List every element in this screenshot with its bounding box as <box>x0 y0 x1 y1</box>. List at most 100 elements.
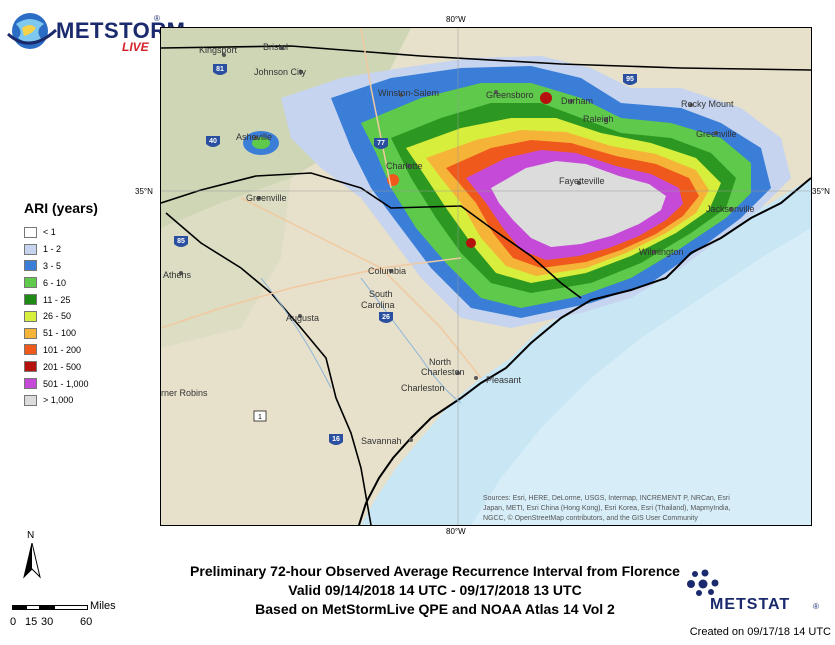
place-pleasant: Pleasant <box>486 375 522 385</box>
legend-item: 501 - 1,000 <box>24 375 154 392</box>
legend-label: 1 - 2 <box>43 244 62 255</box>
legend-items: < 1 1 - 2 3 - 5 6 - 10 11 - 25 26 - 50 51 - 10… <box>24 224 154 409</box>
sources-line-2: Japan, METI, Esri China (Hong Kong), Esr… <box>483 505 730 512</box>
ari-legend: ARI (years) < 1 1 - 2 3 - 5 6 - 10 11 - 25 26… <box>24 200 154 409</box>
legend-item: 101 - 200 <box>24 342 154 359</box>
created-timestamp: Created on 09/17/18 14 UTC <box>689 626 831 638</box>
place-johnson-city: Johnson City <box>254 67 307 77</box>
legend-label: 101 - 200 <box>43 344 82 355</box>
legend-swatch <box>24 394 37 406</box>
legend-item: 3 - 5 <box>24 258 154 275</box>
sources-line-3: NGCC, © OpenStreetMap contributors, and … <box>483 514 698 522</box>
svg-text:40: 40 <box>209 138 217 145</box>
top-longitude-label: 80°W <box>446 15 466 24</box>
scale-tick: 0 <box>10 616 17 628</box>
legend-label: 11 - 25 <box>43 294 71 305</box>
place-durham: Durham <box>561 96 593 106</box>
metstat-dots-icon <box>687 569 719 596</box>
scale-segment-1 <box>12 605 26 610</box>
place-carolina: Carolina <box>361 300 395 310</box>
map-canvas: Kingsport Bristol Johnson City Winston-S… <box>161 28 811 525</box>
legend-item: 11 - 25 <box>24 291 154 308</box>
svg-text:1: 1 <box>258 414 262 421</box>
scale-segment-3 <box>40 605 54 610</box>
place-jacksonville: Jacksonville <box>706 204 755 214</box>
metstorm-live-logo: METSTORM ® LIVE <box>4 8 185 54</box>
interstate-81-shield: 81 <box>213 64 227 75</box>
place-asheville: Asheville <box>236 132 272 142</box>
scale-tick: 30 <box>41 616 54 628</box>
scale-segment-4 <box>54 605 88 610</box>
place-greensboro: Greensboro <box>486 90 534 100</box>
place-rocky-mount: Rocky Mount <box>681 99 734 109</box>
caption-line-1: Preliminary 72-hour Observed Average Rec… <box>190 563 680 579</box>
scale-tick: 15 <box>25 616 38 628</box>
right-latitude-label: 35°N <box>812 187 830 196</box>
legend-label: > 1,000 <box>43 395 74 406</box>
interstate-26-shield: 26 <box>379 312 393 323</box>
legend-item: 6 - 10 <box>24 274 154 291</box>
interstate-77-shield: 77 <box>374 138 388 149</box>
legend-swatch <box>24 260 37 272</box>
legend-swatch <box>24 344 37 356</box>
place-winston-salem: Winston-Salem <box>378 88 439 98</box>
svg-text:81: 81 <box>216 66 224 73</box>
legend-swatch <box>24 327 37 339</box>
map-caption: Preliminary 72-hour Observed Average Rec… <box>60 562 810 619</box>
legend-swatch <box>24 277 37 289</box>
place-south: South <box>369 289 393 299</box>
scale-unit: Miles <box>90 600 116 612</box>
legend-label: 51 - 100 <box>43 328 77 339</box>
legend-swatch <box>24 226 37 238</box>
metstat-logo: METSTAT ® <box>685 568 825 618</box>
legend-label: 3 - 5 <box>43 260 62 271</box>
ari-map[interactable]: Kingsport Bristol Johnson City Winston-S… <box>160 27 812 526</box>
scale-segment-2 <box>26 605 40 610</box>
legend-swatch <box>24 378 37 390</box>
legend-swatch <box>24 243 37 255</box>
legend-item: 1 - 2 <box>24 241 154 258</box>
legend-label: 501 - 1,000 <box>43 378 89 389</box>
storm-globe-icon <box>6 13 58 49</box>
legend-swatch <box>24 361 37 373</box>
north-arrow-icon <box>23 543 41 579</box>
legend-label: 201 - 500 <box>43 361 82 372</box>
legend-label: 26 - 50 <box>43 311 72 322</box>
place-greenville-nc: Greenville <box>696 129 737 139</box>
legend-swatch <box>24 294 37 306</box>
place-wilmington: Wilmington <box>639 247 684 257</box>
legend-swatch <box>24 310 37 322</box>
interstate-16-shield: 16 <box>329 434 343 445</box>
scale-tick: 60 <box>80 616 93 628</box>
place-charlotte: Charlotte <box>386 161 423 171</box>
svg-text:16: 16 <box>332 436 340 443</box>
place-bristol: Bristol <box>263 42 288 52</box>
sources-line-1: Sources: Esri, HERE, DeLorme, USGS, Inte… <box>483 495 730 502</box>
place-athens: Athens <box>163 270 192 280</box>
place-savannah: Savannah <box>361 436 402 446</box>
interstate-40-shield: 40 <box>206 136 220 147</box>
place-columbia: Columbia <box>368 266 406 276</box>
metstat-wordmark: METSTAT <box>710 596 791 613</box>
svg-text:77: 77 <box>377 140 385 147</box>
legend-label: < 1 <box>43 227 56 238</box>
place-warner-robins: rner Robins <box>161 388 208 398</box>
metstat-registered: ® <box>813 602 819 611</box>
place-greenville-sc: Greenville <box>246 193 287 203</box>
left-latitude-label: 35°N <box>135 187 153 196</box>
legend-label: 6 - 10 <box>43 277 67 288</box>
svg-text:85: 85 <box>177 238 185 245</box>
place-charleston-north: Charleston <box>421 367 465 377</box>
legend-item: > 1,000 <box>24 392 154 409</box>
legend-title: ARI (years) <box>24 200 98 216</box>
us-route-1-shield: 1 <box>253 410 267 422</box>
place-north: North <box>429 357 451 367</box>
svg-text:26: 26 <box>382 314 390 321</box>
place-kingsport: Kingsport <box>199 45 238 55</box>
svg-text:95: 95 <box>626 76 634 83</box>
interstate-95-shield: 95 <box>623 74 637 85</box>
logo-registered: ® <box>154 14 160 23</box>
caption-line-3: Based on MetStormLive QPE and NOAA Atlas… <box>255 601 615 617</box>
interstate-85-shield: 85 <box>174 236 188 247</box>
caption-line-2: Valid 09/14/2018 14 UTC - 09/17/2018 13 … <box>288 582 582 598</box>
